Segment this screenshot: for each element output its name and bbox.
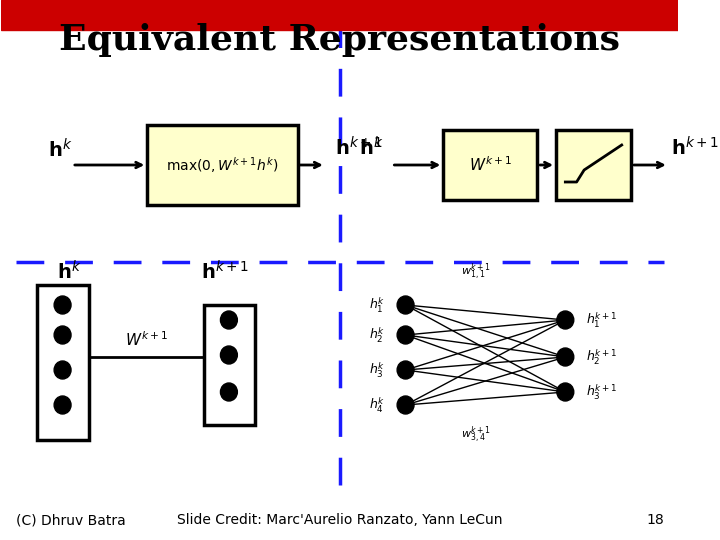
Text: Slide Credit: Marc'Aurelio Ranzato, Yann LeCun: Slide Credit: Marc'Aurelio Ranzato, Yann… <box>177 513 503 527</box>
Circle shape <box>54 361 71 379</box>
Circle shape <box>220 383 238 401</box>
Circle shape <box>54 296 71 314</box>
Text: $h_2^{k+1}$: $h_2^{k+1}$ <box>586 347 618 367</box>
Text: $\mathbf{h}^{k+1}$: $\mathbf{h}^{k+1}$ <box>201 260 249 284</box>
Text: (C) Dhruv Batra: (C) Dhruv Batra <box>16 513 125 527</box>
Text: $\mathbf{h}^{k+1}$: $\mathbf{h}^{k+1}$ <box>335 137 383 160</box>
Circle shape <box>557 383 574 401</box>
Text: 18: 18 <box>647 513 664 527</box>
Text: $W^{k+1}$: $W^{k+1}$ <box>469 156 512 174</box>
Text: $h_4^k$: $h_4^k$ <box>369 395 385 415</box>
Text: $\mathbf{h}^{k+1}$: $\mathbf{h}^{k+1}$ <box>670 137 719 160</box>
Circle shape <box>397 296 414 314</box>
Circle shape <box>397 326 414 344</box>
Text: $\max(0, W^{k+1}h^k)$: $\max(0, W^{k+1}h^k)$ <box>166 155 279 175</box>
FancyBboxPatch shape <box>204 305 255 425</box>
FancyBboxPatch shape <box>444 130 537 200</box>
Bar <box>1 0 678 30</box>
Text: $w_{3,4}^{k+1}$: $w_{3,4}^{k+1}$ <box>461 424 491 445</box>
Circle shape <box>397 361 414 379</box>
Text: $\mathbf{h}^k$: $\mathbf{h}^k$ <box>48 138 72 161</box>
FancyBboxPatch shape <box>37 285 89 440</box>
Circle shape <box>557 348 574 366</box>
Text: $h_1^k$: $h_1^k$ <box>369 295 385 315</box>
Circle shape <box>220 346 238 364</box>
Text: $h_3^{k+1}$: $h_3^{k+1}$ <box>586 382 618 402</box>
Text: $W^{k+1}$: $W^{k+1}$ <box>125 330 168 349</box>
Circle shape <box>557 311 574 329</box>
Circle shape <box>54 396 71 414</box>
Text: $\mathbf{h}^k$: $\mathbf{h}^k$ <box>359 137 383 160</box>
Text: $\mathbf{h}^k$: $\mathbf{h}^k$ <box>57 260 81 284</box>
Text: $h_3^k$: $h_3^k$ <box>369 360 385 380</box>
Circle shape <box>54 326 71 344</box>
Text: $h_1^{k+1}$: $h_1^{k+1}$ <box>586 310 618 330</box>
Text: Equivalent Representations: Equivalent Representations <box>59 23 621 57</box>
FancyBboxPatch shape <box>147 125 297 205</box>
Text: $h_2^k$: $h_2^k$ <box>369 325 385 345</box>
Text: $w_{1,1}^{k+1}$: $w_{1,1}^{k+1}$ <box>461 261 491 282</box>
FancyBboxPatch shape <box>556 130 631 200</box>
Circle shape <box>397 396 414 414</box>
Circle shape <box>220 311 238 329</box>
